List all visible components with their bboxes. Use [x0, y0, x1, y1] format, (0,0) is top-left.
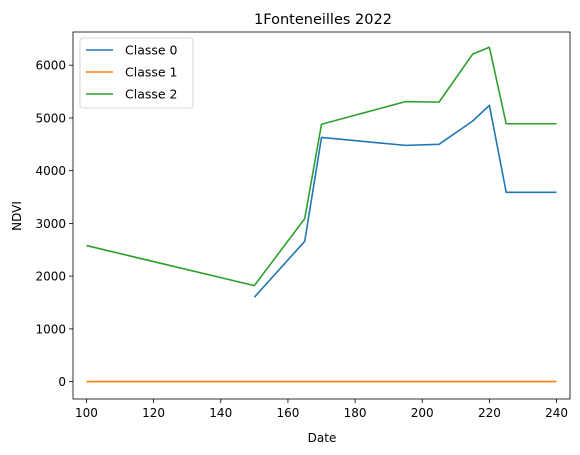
x-tick-label: 240 — [545, 406, 568, 420]
y-tick-label: 1000 — [35, 322, 66, 336]
series-line-0 — [253, 104, 557, 298]
y-tick-label: 3000 — [35, 217, 66, 231]
series-layer — [86, 46, 557, 383]
y-tick-label: 0 — [58, 375, 66, 389]
x-axis-label: Date — [308, 431, 337, 445]
x-tick-label: 160 — [276, 406, 299, 420]
y-axis: 0 1000 2000 3000 4000 5000 6000 — [35, 59, 73, 389]
series-line-2 — [86, 46, 557, 287]
y-tick-label: 5000 — [35, 111, 66, 125]
legend-entry-1: Classe 1 — [125, 65, 178, 80]
y-tick-label: 2000 — [35, 270, 66, 284]
plot-area — [72, 31, 571, 400]
x-tick-label: 180 — [344, 406, 367, 420]
legend-entry-0: Classe 0 — [125, 43, 178, 58]
x-axis: 100 120 140 160 180 200 220 240 — [75, 399, 568, 420]
legend-box — [79, 37, 194, 109]
x-tick-label: 120 — [142, 406, 165, 420]
y-axis-label: NDVI — [10, 201, 24, 231]
chart-title: 1Fonteneilles 2022 — [254, 12, 392, 28]
x-tick-label: 100 — [75, 406, 98, 420]
plot-frame — [72, 31, 571, 400]
y-tick-label: 6000 — [35, 59, 66, 73]
y-tick-label: 4000 — [35, 164, 66, 178]
x-tick-label: 200 — [411, 406, 434, 420]
legend-entry-2: Classe 2 — [125, 87, 178, 102]
x-tick-label: 220 — [478, 406, 501, 420]
x-tick-label: 140 — [209, 406, 232, 420]
legend: Classe 0 Classe 1 Classe 2 — [79, 37, 194, 109]
